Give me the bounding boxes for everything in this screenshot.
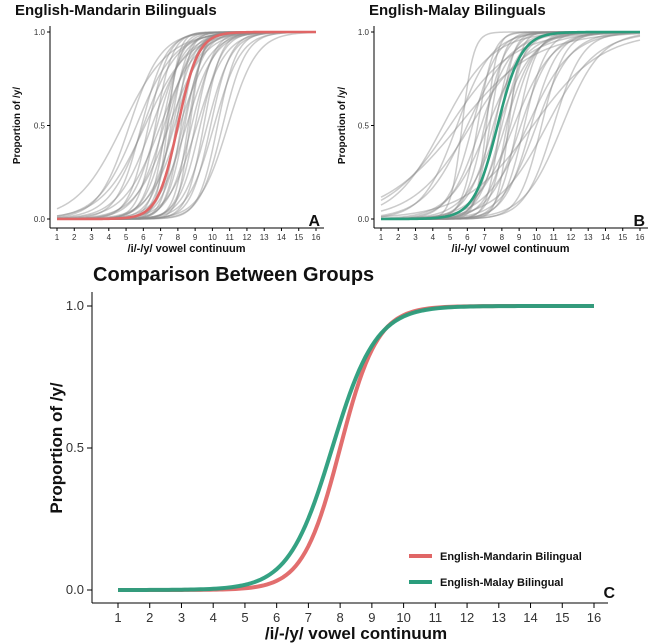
y-tick-label: 0.0 bbox=[358, 215, 370, 224]
y-tick-label: 0.0 bbox=[34, 215, 46, 224]
series-line bbox=[118, 304, 594, 592]
legend: English-Mandarin Bilingual English-Malay … bbox=[409, 551, 582, 589]
series-line bbox=[118, 304, 594, 592]
x-tick-label: 12 bbox=[566, 233, 575, 242]
x-tick-label: 3 bbox=[413, 233, 418, 242]
y-tick-label: 1.0 bbox=[358, 28, 370, 37]
x-tick-label: 2 bbox=[72, 233, 77, 242]
chart-title: Comparison Between Groups bbox=[93, 264, 374, 286]
x-tick-label: 15 bbox=[294, 233, 303, 242]
x-tick-label: 10 bbox=[396, 610, 410, 625]
legend-label: English-Malay Bilingual bbox=[440, 577, 563, 589]
y-tick-label: 0.5 bbox=[34, 122, 46, 131]
legend-label: English-Mandarin Bilingual bbox=[440, 551, 582, 563]
x-tick-label: 1 bbox=[379, 233, 384, 242]
panel-label: C bbox=[603, 585, 615, 602]
x-tick-label: 16 bbox=[636, 233, 645, 242]
x-tick-label: 2 bbox=[396, 233, 401, 242]
x-tick-label: 9 bbox=[368, 610, 375, 625]
x-tick-label: 5 bbox=[241, 610, 248, 625]
x-tick-label: 2 bbox=[146, 610, 153, 625]
x-tick-label: 1 bbox=[55, 233, 60, 242]
x-axis-label: /i/-/y/ vowel continuum bbox=[128, 243, 246, 255]
x-tick-label: 3 bbox=[89, 233, 94, 242]
x-tick-label: 11 bbox=[429, 610, 443, 625]
y-tick-label: 0.0 bbox=[66, 582, 84, 597]
x-tick-label: 10 bbox=[532, 233, 541, 242]
x-axis-label: /i/-/y/ vowel continuum bbox=[265, 624, 447, 643]
x-tick-label: 11 bbox=[226, 233, 235, 242]
panel-label: A bbox=[308, 213, 320, 230]
chart-title: English-Malay Bilinguals bbox=[369, 2, 546, 19]
x-tick-label: 6 bbox=[141, 233, 146, 242]
chart-title: English-Mandarin Bilinguals bbox=[15, 2, 217, 19]
x-tick-label: 9 bbox=[517, 233, 522, 242]
x-tick-label: 8 bbox=[337, 610, 344, 625]
x-tick-label: 16 bbox=[587, 610, 601, 625]
y-tick-label: 0.5 bbox=[358, 122, 370, 131]
x-tick-label: 12 bbox=[242, 233, 251, 242]
participant-curve bbox=[380, 31, 641, 212]
x-tick-label: 13 bbox=[492, 610, 506, 625]
group-mean-curve bbox=[381, 30, 640, 221]
y-axis-label: Proportion of /y/ bbox=[337, 87, 348, 164]
participant-curve bbox=[380, 31, 641, 202]
x-tick-label: 15 bbox=[618, 233, 627, 242]
x-tick-label: 5 bbox=[448, 233, 453, 242]
x-tick-label: 7 bbox=[305, 610, 312, 625]
panel-label: B bbox=[633, 213, 645, 230]
x-tick-label: 15 bbox=[555, 610, 569, 625]
x-tick-label: 4 bbox=[431, 233, 436, 242]
x-tick-label: 9 bbox=[193, 233, 198, 242]
x-tick-label: 1 bbox=[114, 610, 121, 625]
y-axis-label: Proportion of /y/ bbox=[47, 382, 66, 514]
participant-curve bbox=[380, 32, 641, 198]
y-axis-label: Proportion of /y/ bbox=[12, 87, 23, 164]
x-tick-label: 16 bbox=[312, 233, 321, 242]
x-tick-label: 11 bbox=[550, 233, 559, 242]
participant-curve bbox=[380, 31, 641, 220]
x-tick-label: 12 bbox=[460, 610, 474, 625]
x-tick-label: 14 bbox=[523, 610, 537, 625]
y-tick-label: 1.0 bbox=[34, 28, 46, 37]
x-tick-label: 14 bbox=[277, 233, 286, 242]
x-tick-label: 14 bbox=[601, 233, 610, 242]
x-tick-label: 7 bbox=[158, 233, 163, 242]
x-tick-label: 5 bbox=[124, 233, 129, 242]
y-tick-label: 0.5 bbox=[66, 440, 84, 455]
y-tick-label: 1.0 bbox=[66, 298, 84, 313]
x-tick-label: 8 bbox=[500, 233, 505, 242]
x-tick-label: 3 bbox=[178, 610, 185, 625]
x-tick-label: 6 bbox=[465, 233, 470, 242]
x-tick-label: 6 bbox=[273, 610, 280, 625]
x-axis-label: /i/-/y/ vowel continuum bbox=[452, 243, 570, 255]
x-tick-label: 4 bbox=[210, 610, 217, 625]
x-tick-label: 4 bbox=[107, 233, 112, 242]
x-tick-label: 10 bbox=[208, 233, 217, 242]
x-tick-label: 7 bbox=[482, 233, 487, 242]
participant-curve bbox=[380, 39, 641, 218]
x-tick-label: 13 bbox=[260, 233, 269, 242]
group-mean-curve bbox=[57, 30, 316, 221]
x-tick-label: 8 bbox=[176, 233, 181, 242]
x-tick-label: 13 bbox=[584, 233, 593, 242]
